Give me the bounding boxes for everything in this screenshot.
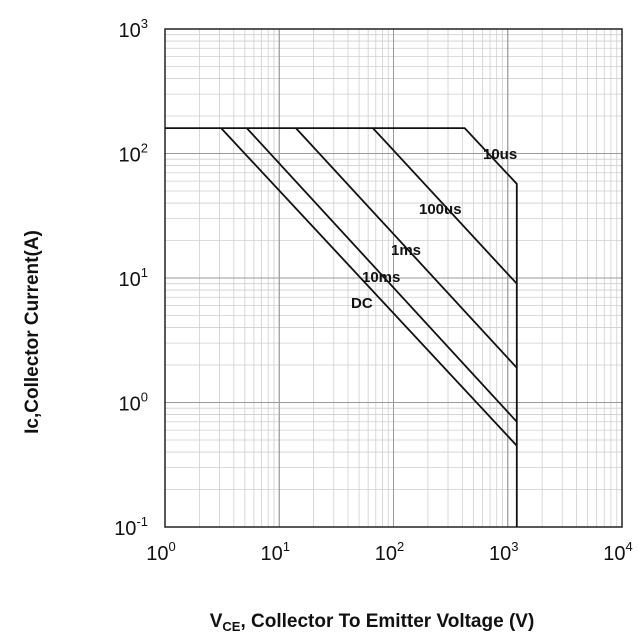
y-tick-base: 10 (119, 394, 141, 416)
y-tick-base: 10 (119, 145, 141, 167)
x-tick-label: 100 (146, 539, 175, 565)
y-tick-exp: 1 (141, 265, 148, 280)
y-axis-title: Ic,Collector Current(A) (22, 230, 43, 434)
y-tick-base: 10 (119, 269, 141, 291)
series-label-10us: 10us (483, 146, 517, 163)
y-tick-label: 100 (119, 390, 148, 416)
x-axis-title: VCE, Collector To Emitter Voltage (V) (210, 611, 535, 634)
x-axis-title-text: Collector To Emitter Voltage (V) (251, 611, 534, 632)
x-tick-base: 10 (603, 543, 625, 565)
x-tick-base: 10 (146, 543, 168, 565)
x-tick-label: 104 (603, 539, 632, 565)
x-tick-base: 10 (375, 543, 397, 565)
x-tick-exp: 4 (626, 539, 633, 554)
x-tick-exp: 2 (397, 539, 404, 554)
series-label-10ms: 10ms (362, 269, 400, 286)
y-tick-label: 103 (119, 16, 148, 42)
y-tick-label: 10-1 (114, 514, 148, 540)
x-tick-exp: 3 (511, 539, 518, 554)
series-label-1ms: 1ms (391, 242, 421, 259)
x-tick-label: 102 (375, 539, 404, 565)
series-line-100us (372, 127, 518, 285)
x-axis-title-subscript: CE (222, 619, 240, 634)
x-tick-exp: 1 (283, 539, 290, 554)
x-tick-exp: 0 (169, 539, 176, 554)
series-line-10us (165, 127, 518, 527)
x-tick-base: 10 (261, 543, 283, 565)
x-tick-labels: 100 101 102 103 104 (146, 539, 632, 565)
series-layer (165, 127, 518, 527)
y-tick-base: 10 (114, 518, 136, 540)
x-tick-label: 101 (261, 539, 290, 565)
series-label-100us: 100us (419, 201, 462, 218)
series-line-10ms (246, 127, 518, 423)
x-tick-base: 10 (489, 543, 511, 565)
y-tick-exp: 0 (141, 390, 148, 405)
y-tick-exp: 3 (141, 16, 148, 31)
series-line-DC (220, 127, 518, 447)
y-tick-label: 102 (119, 141, 148, 167)
x-axis-title-comma: , (240, 611, 251, 632)
y-tick-base: 10 (119, 20, 141, 42)
y-tick-exp: 2 (141, 141, 148, 156)
y-tick-exp: -1 (136, 514, 148, 529)
plot-frame (164, 28, 623, 528)
x-axis-title-prefix: V (210, 611, 223, 632)
series-line-1ms (295, 127, 518, 369)
series-label-DC: DC (351, 295, 373, 312)
x-tick-label: 103 (489, 539, 518, 565)
y-tick-label: 101 (119, 265, 148, 291)
